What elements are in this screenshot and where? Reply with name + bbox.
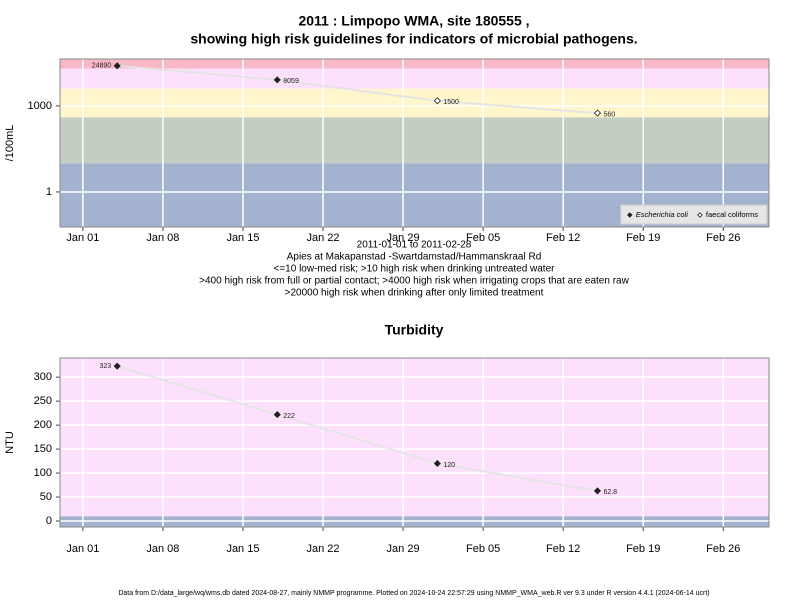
risk-band <box>60 59 769 69</box>
y-tick-label: 1000 <box>28 100 52 112</box>
y-tick-label: 1 <box>46 186 52 198</box>
x-tick-label: Feb 12 <box>546 543 580 555</box>
data-point <box>113 62 121 70</box>
x-tick-label: Jan 08 <box>146 543 179 555</box>
x-tick-label: Feb 12 <box>546 232 580 244</box>
y-tick-label: 300 <box>34 371 52 383</box>
chart-title: Turbidity <box>385 322 444 338</box>
legend-label: Escherichia coli <box>636 210 688 219</box>
data-point <box>433 459 441 468</box>
plot-frame <box>59 58 770 228</box>
footer: Data from D:/data_large/wq/wms.db dated … <box>118 590 709 597</box>
data-label: 222 <box>283 413 295 420</box>
axis-note: >20000 high risk when drinking after onl… <box>285 288 544 299</box>
trend-line <box>437 99 598 115</box>
legend-marker <box>697 212 703 218</box>
data-label: 62.8 <box>603 489 617 496</box>
data-label: 8059 <box>283 78 299 85</box>
chart-title: showing high risk guidelines for indicat… <box>190 31 637 47</box>
x-tick-label: Jan 01 <box>66 232 99 244</box>
x-tick-label: Jan 29 <box>387 543 420 555</box>
data-point <box>273 76 281 84</box>
y-tick-label: 200 <box>34 419 52 431</box>
y-axis-label: NTU <box>4 431 16 454</box>
chart-title: 2011 : Limpopo WMA, site 180555 , <box>298 13 529 29</box>
x-tick-label: Feb 05 <box>466 232 500 244</box>
data-label: 24890 <box>92 63 112 70</box>
data-label: 323 <box>99 363 111 370</box>
x-tick-label: Feb 19 <box>626 543 660 555</box>
y-tick-label: 150 <box>34 443 52 455</box>
data-label: 560 <box>603 111 615 118</box>
data-label: 120 <box>443 462 455 469</box>
x-tick-label: Jan 22 <box>307 232 340 244</box>
risk-band <box>60 117 769 164</box>
data-point <box>113 362 121 370</box>
risk-band <box>60 68 769 89</box>
x-tick-label: Feb 05 <box>466 543 500 555</box>
x-tick-label: Jan 15 <box>226 232 259 244</box>
x-tick-label: Jan 15 <box>226 543 259 555</box>
legend-box <box>620 204 768 225</box>
y-tick-label: 50 <box>40 491 52 503</box>
data-label: 1500 <box>443 99 459 106</box>
x-tick-label: Jan 08 <box>146 232 179 244</box>
x-tick-label: Jan 01 <box>66 543 99 555</box>
x-tick-label: Feb 26 <box>706 232 740 244</box>
y-tick-label: 100 <box>34 467 52 479</box>
trend-line <box>276 413 438 465</box>
trend-line <box>117 64 278 81</box>
x-tick-label: Feb 19 <box>626 232 660 244</box>
plot-frame <box>59 357 770 528</box>
legend-label: faecal coliforms <box>706 210 758 219</box>
trend-line <box>116 365 278 416</box>
axis-note: Apies at Makapanstad -Swartdamstad/Hamma… <box>287 252 542 263</box>
data-point <box>433 97 441 105</box>
trend-line <box>437 462 598 492</box>
x-tick-label: Jan 22 <box>307 543 340 555</box>
data-point <box>273 411 281 419</box>
y-tick-label: 250 <box>34 395 52 407</box>
axis-note: <=10 low-med risk; >10 high risk when dr… <box>274 264 556 275</box>
data-point <box>593 109 602 117</box>
axis-note: 2011-01-01 to 2011-02-28 <box>357 240 472 251</box>
risk-band <box>60 88 769 118</box>
y-axis-label: /100mL <box>4 125 16 162</box>
y-tick-label: 0 <box>46 515 52 527</box>
axis-note: >400 high risk from full or partial cont… <box>199 276 629 287</box>
x-tick-label: Jan 29 <box>387 232 420 244</box>
data-point <box>593 487 602 495</box>
x-tick-label: Feb 26 <box>706 543 740 555</box>
trend-line <box>277 78 438 102</box>
legend-marker <box>627 212 633 218</box>
